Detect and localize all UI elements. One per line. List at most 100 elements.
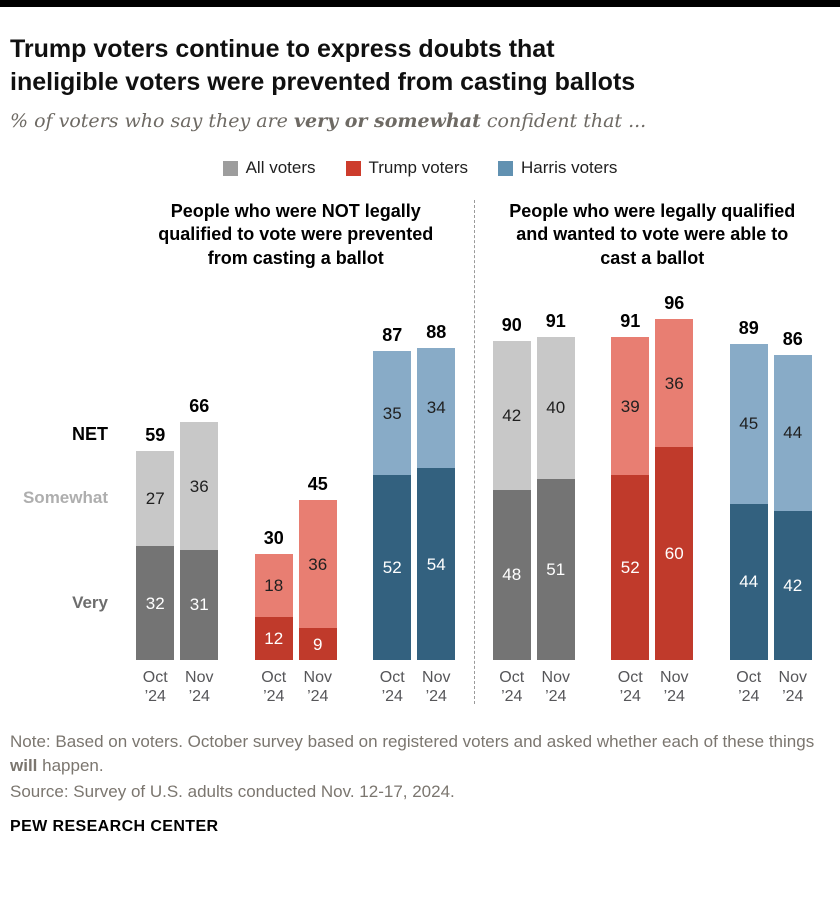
- segment-very: 51: [536, 478, 575, 660]
- segment-value: 44: [739, 572, 759, 592]
- legend-item-all-voters: All voters: [222, 158, 316, 178]
- axis-label-month: Nov: [541, 669, 570, 686]
- segment-value: 12: [264, 629, 284, 649]
- axis-label-month: Oct: [261, 669, 287, 686]
- axis-label-year: ’24: [782, 688, 804, 706]
- bar-column: 66 36 31 Nov ’24: [180, 288, 219, 706]
- bar-column: 90 42 48 Oct ’24: [492, 288, 531, 706]
- legend-label-harris-voters: Harris voters: [521, 158, 618, 177]
- segment-somewhat: 18: [254, 553, 293, 618]
- axis-label: Oct ’24: [255, 660, 293, 706]
- side-labels: NET Somewhat Very: [10, 200, 118, 704]
- segment-somewhat: 36: [298, 500, 337, 629]
- subtitle-suffix: confident that ...: [480, 110, 647, 132]
- axis-label: Oct ’24: [611, 660, 649, 706]
- axis-label: Nov ’24: [417, 660, 455, 705]
- bar-stack: 40 51: [536, 336, 575, 660]
- panel-title-left: People who were NOT legally qualified to…: [158, 201, 434, 268]
- bar-group-all: 59 27 32 Oct ’24 66 36 31 Nov ’24: [133, 288, 221, 706]
- segment-value: 40: [546, 398, 566, 418]
- segment-value: 36: [308, 554, 328, 574]
- net-value: 59: [145, 424, 166, 445]
- axis-label: Oct ’24: [136, 660, 174, 705]
- panel-bars: 59 27 32 Oct ’24 66 36 31 Nov ’24 30 18 12 Oct ’24 45 36…: [118, 288, 474, 706]
- axis-label: Nov ’24: [299, 660, 337, 706]
- footnote-prefix: Note: Based on voters. October survey ba…: [10, 732, 815, 751]
- axis-label-year: ’24: [501, 688, 523, 706]
- net-value: 86: [782, 328, 803, 349]
- chart-panel: People who were NOT legally qualified to…: [118, 200, 474, 706]
- bar-column: 45 36 9 Nov ’24: [298, 288, 337, 706]
- footnote-bold: will: [10, 756, 38, 776]
- side-label-net: NET: [72, 423, 108, 444]
- bar-group-harris: 89 45 44 Oct ’24 86 44 42 Nov ’24: [727, 288, 815, 706]
- segment-somewhat: 45: [729, 344, 768, 504]
- brand: PEW RESEARCH CENTER: [10, 818, 219, 836]
- segment-very: 60: [655, 447, 694, 660]
- segment-somewhat: 42: [492, 340, 531, 490]
- bar-stack: 27 32: [136, 450, 175, 660]
- chart-footer: Note: Based on voters. October survey ba…: [10, 730, 830, 836]
- axis-label-year: ’24: [619, 688, 641, 706]
- bar-column: 89 45 44 Oct ’24: [729, 288, 768, 705]
- segment-value: 42: [502, 405, 522, 425]
- side-label-very: Very: [72, 593, 108, 613]
- net-value: 96: [664, 293, 685, 314]
- axis-label-month: Oct: [736, 669, 762, 686]
- panel-title-right: People who were legally qualified and wa…: [509, 201, 796, 268]
- chart-area: NET Somewhat Very People who were NOT le…: [10, 200, 831, 706]
- segment-value: 9: [313, 634, 323, 654]
- segment-value: 31: [189, 595, 209, 615]
- bar-group-all: 90 42 48 Oct ’24 91 40 51 Nov ’24: [490, 288, 578, 706]
- axis-label: Nov ’24: [180, 660, 218, 706]
- legend-label-all-voters: All voters: [245, 158, 316, 177]
- axis-label-month: Nov: [660, 669, 689, 686]
- chart-legend: All voters Trump voters Harris voters: [10, 158, 830, 178]
- bar-stack: 44 42: [773, 354, 812, 660]
- segment-value: 52: [620, 558, 640, 578]
- legend-item-trump-voters: Trump voters: [345, 158, 468, 178]
- segment-value: 60: [664, 544, 684, 563]
- axis-label: Oct ’24: [493, 660, 531, 706]
- bar-stack: 36 31: [180, 422, 219, 660]
- segment-value: 44: [783, 423, 803, 443]
- bar-group-trump: 30 18 12 Oct ’24 45 36 9 Nov ’24: [252, 288, 340, 706]
- axis-label-month: Oct: [499, 669, 525, 686]
- side-label-somewhat: Somewhat: [22, 488, 108, 508]
- trump-voters-swatch: [345, 160, 361, 176]
- title-line-2: ineligible voters were prevented from ca…: [10, 67, 636, 96]
- bar-column: 86 44 42 Nov ’24: [773, 288, 812, 706]
- segment-very: 52: [373, 475, 412, 660]
- segment-value: 54: [426, 554, 446, 574]
- axis-label-month: Oct: [379, 669, 405, 686]
- subtitle-prefix: % of voters who say they are: [10, 110, 294, 132]
- segment-value: 27: [145, 488, 165, 508]
- axis-label: Nov ’24: [537, 660, 575, 706]
- bar-column: 30 18 12 Oct ’24: [254, 288, 293, 706]
- segment-somewhat: 40: [536, 336, 575, 479]
- bar-group-harris: 87 35 52 Oct ’24 88 34 54 Nov ’24: [370, 288, 458, 705]
- axis-label-year: ’24: [307, 688, 329, 706]
- axis-label-month: Nov: [185, 669, 214, 686]
- bar-group-trump: 91 39 52 Oct ’24 96 36 60 Nov ’24: [608, 288, 696, 706]
- axis-label-month: Nov: [422, 669, 451, 686]
- bar-stack: 45 44: [729, 344, 768, 660]
- footnote-suffix: happen.: [37, 756, 104, 776]
- axis-label-month: Oct: [142, 669, 168, 686]
- bar-column: 87 35 52 Oct ’24: [373, 288, 412, 705]
- segment-very: 52: [611, 475, 650, 660]
- segment-somewhat: 36: [655, 319, 694, 447]
- bar-column: 88 34 54 Nov ’24: [417, 288, 456, 705]
- chart-panel: People who were legally qualified and wa…: [473, 200, 831, 706]
- axis-label-year: ’24: [545, 688, 567, 706]
- segment-value: 34: [426, 398, 446, 418]
- segment-somewhat: 34: [417, 347, 456, 469]
- axis-label-year: ’24: [188, 688, 210, 706]
- axis-label-month: Oct: [617, 669, 643, 686]
- footnote: Note: Based on voters. October survey ba…: [10, 730, 820, 778]
- axis-label-month: Nov: [303, 669, 332, 686]
- axis-label-year: ’24: [263, 688, 285, 706]
- source-line: Source: Survey of U.S. adults conducted …: [10, 782, 455, 802]
- segment-value: 18: [264, 575, 284, 595]
- segment-value: 35: [382, 403, 402, 423]
